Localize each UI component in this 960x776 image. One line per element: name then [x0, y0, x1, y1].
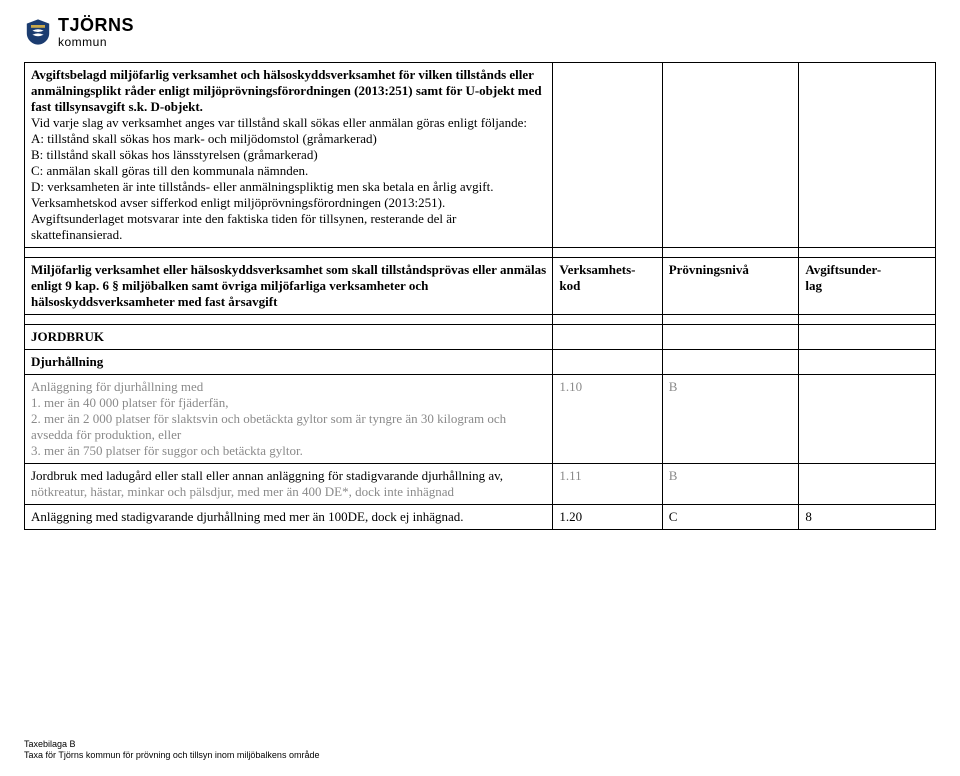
- intro-line-8: Avgiftsunderlaget motsvarar inte den fak…: [31, 211, 456, 242]
- intro-option-d: D: verksamheten är inte tillstånds- elle…: [31, 179, 493, 194]
- row1-desc: Anläggning för djurhållning med 1. mer ä…: [25, 375, 553, 464]
- intro-option-a: A: tillstånd skall sökas hos mark- och m…: [31, 131, 377, 146]
- table-row: Anläggning för djurhållning med 1. mer ä…: [25, 375, 936, 464]
- shield-icon: [24, 18, 52, 46]
- row3-level: C: [662, 505, 799, 530]
- category-row: JORDBRUK: [25, 325, 936, 350]
- row3-code: 1.20: [553, 505, 662, 530]
- row3-basis: 8: [799, 505, 936, 530]
- row1-code: 1.10: [553, 375, 662, 464]
- row1-basis: [799, 375, 936, 464]
- category-label: JORDBRUK: [25, 325, 553, 350]
- intro-line-1: Avgiftsbelagd miljöfarlig verksamhet och…: [31, 67, 542, 114]
- subcategory-label: Djurhållning: [25, 350, 553, 375]
- table-row: Anläggning med stadigvarande djurhållnin…: [25, 505, 936, 530]
- intro-line-2: Vid varje slag av verksamhet anges var t…: [31, 115, 527, 130]
- footer-line-2: Taxa för Tjörns kommun för prövning och …: [24, 750, 319, 760]
- municipality-logo: TJÖRNS kommun: [24, 16, 936, 48]
- regulation-table: Avgiftsbelagd miljöfarlig verksamhet och…: [24, 62, 936, 530]
- subcategory-row: Djurhållning: [25, 350, 936, 375]
- row1-level: B: [662, 375, 799, 464]
- intro-option-b: B: tillstånd skall sökas hos länsstyrels…: [31, 147, 318, 162]
- intro-option-c: C: anmälan skall göras till den kommunal…: [31, 163, 308, 178]
- row2-code: 1.11: [553, 464, 662, 505]
- footer-line-1: Taxebilaga B: [24, 739, 76, 749]
- row3-desc: Anläggning med stadigvarande djurhållnin…: [25, 505, 553, 530]
- intro-line-7: Verksamhetskod avser sifferkod enligt mi…: [31, 195, 445, 210]
- page-footer: Taxebilaga B Taxa för Tjörns kommun för …: [24, 739, 319, 762]
- column-code: Verksamhets- kod: [553, 258, 662, 315]
- row2-basis: [799, 464, 936, 505]
- column-basis: Avgiftsunder- lag: [799, 258, 936, 315]
- column-header-row: Miljöfarlig verksamhet eller hälsoskydds…: [25, 258, 936, 315]
- column-level: Prövningsnivå: [662, 258, 799, 315]
- column-desc: Miljöfarlig verksamhet eller hälsoskydds…: [25, 258, 553, 315]
- logo-name: TJÖRNS: [58, 16, 134, 34]
- row2-desc: Jordbruk med ladugård eller stall eller …: [25, 464, 553, 505]
- row2-level: B: [662, 464, 799, 505]
- logo-subtitle: kommun: [58, 36, 134, 48]
- intro-row: Avgiftsbelagd miljöfarlig verksamhet och…: [25, 63, 936, 248]
- table-row: Jordbruk med ladugård eller stall eller …: [25, 464, 936, 505]
